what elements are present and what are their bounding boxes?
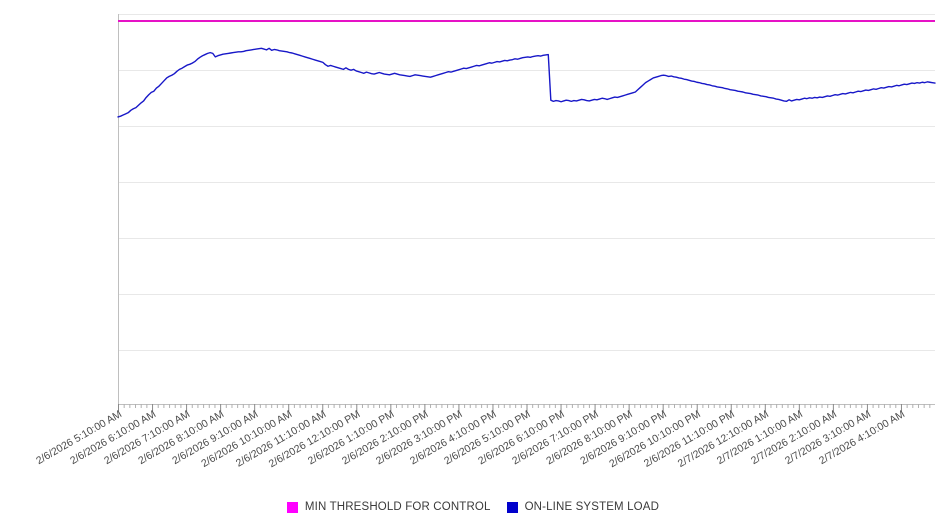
series-line-on-line-system-load bbox=[117, 47, 936, 118]
plot-background bbox=[118, 14, 935, 404]
legend-label-min-threshold: MIN THRESHOLD FOR CONTROL bbox=[304, 501, 491, 513]
x-axis-ticks bbox=[118, 404, 931, 411]
legend-label-system-load: ON-LINE SYSTEM LOAD bbox=[524, 501, 660, 513]
data-series-layer bbox=[117, 20, 936, 118]
legend-swatch-icon-min-threshold bbox=[286, 501, 298, 513]
legend-item-on-line-system-load[interactable]: ON-LINE SYSTEM LOAD bbox=[506, 501, 660, 513]
chart-legend: MIN THRESHOLD FOR CONTROL ON-LINE SYSTEM… bbox=[0, 495, 946, 519]
legend-swatch-icon-system-load bbox=[506, 501, 518, 513]
x-axis-tick-labels: 2/6/2026 5:10:00 AM2/6/2026 6:10:00 AM2/… bbox=[34, 408, 907, 470]
legend-item-min-threshold-for-control[interactable]: MIN THRESHOLD FOR CONTROL bbox=[286, 501, 491, 513]
gridlines bbox=[118, 14, 935, 351]
